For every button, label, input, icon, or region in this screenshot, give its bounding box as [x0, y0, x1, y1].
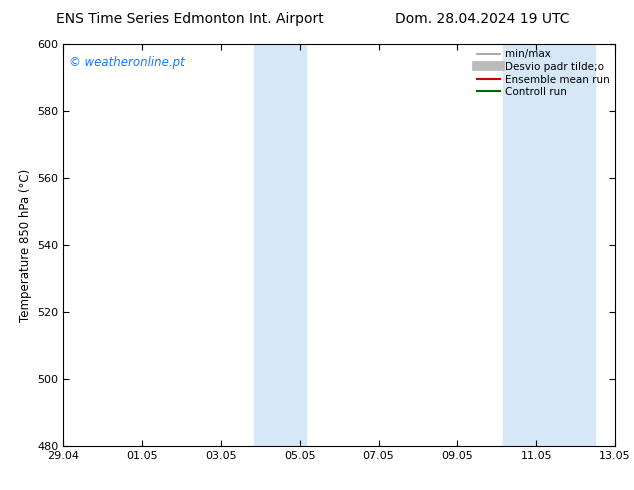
- Text: ENS Time Series Edmonton Int. Airport: ENS Time Series Edmonton Int. Airport: [56, 12, 324, 26]
- Y-axis label: Temperature 850 hPa (°C): Temperature 850 hPa (°C): [19, 169, 32, 321]
- Text: Dom. 28.04.2024 19 UTC: Dom. 28.04.2024 19 UTC: [394, 12, 569, 26]
- Text: © weatheronline.pt: © weatheronline.pt: [69, 56, 184, 69]
- Bar: [503, 44, 595, 446]
- Legend: min/max, Desvio padr tilde;o, Ensemble mean run, Controll run: min/max, Desvio padr tilde;o, Ensemble m…: [475, 47, 612, 99]
- Bar: [254, 44, 306, 446]
